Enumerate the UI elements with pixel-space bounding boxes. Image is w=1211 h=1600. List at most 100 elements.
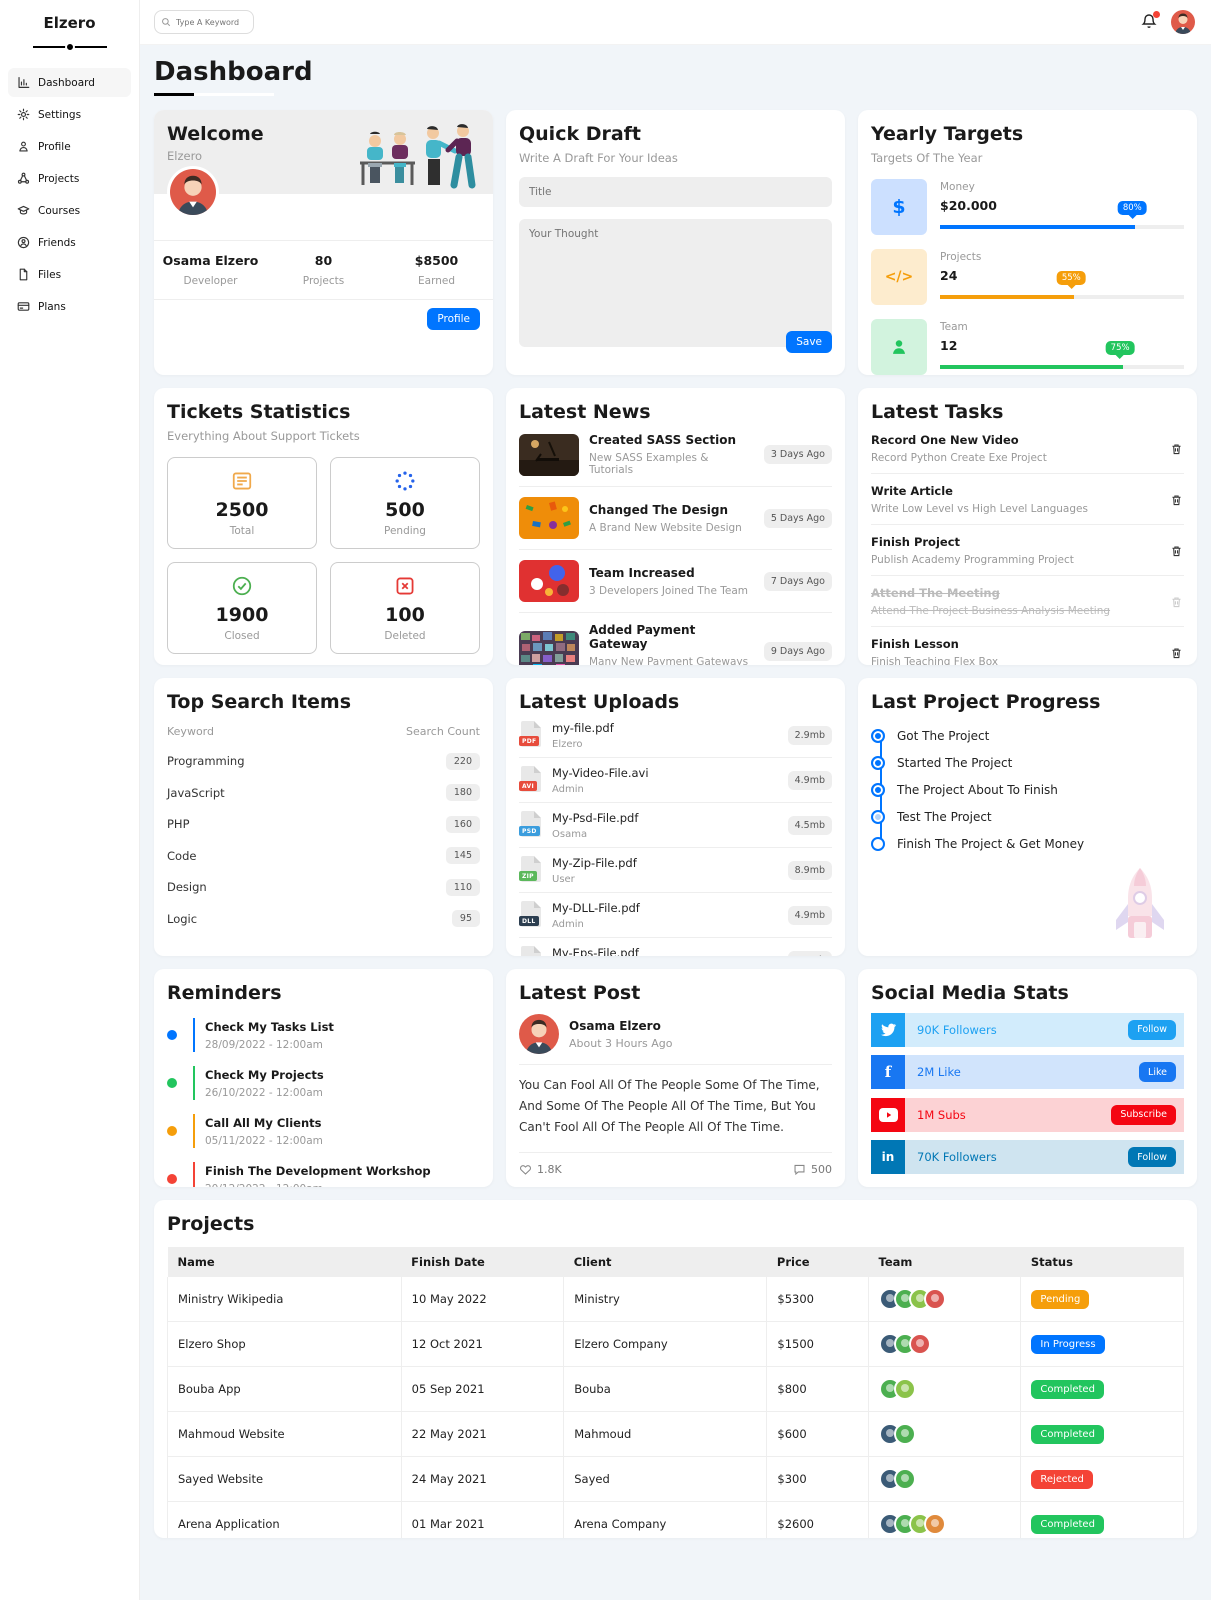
- sidebar-item-settings[interactable]: Settings: [8, 100, 131, 129]
- dollar-icon: $: [871, 179, 927, 235]
- like-button[interactable]: Like: [1139, 1062, 1176, 1082]
- list-icon: [173, 469, 311, 493]
- rocket-illustration: [1116, 868, 1164, 938]
- file-name: My-Video-File.avi: [552, 765, 649, 780]
- price: $2600: [766, 1501, 869, 1538]
- sidebar-item-label: Dashboard: [38, 76, 95, 89]
- status-badge: In Progress: [1031, 1334, 1105, 1354]
- file-owner: Osama: [552, 828, 588, 840]
- topbar-avatar[interactable]: [1171, 10, 1195, 34]
- search-count: 220: [445, 752, 480, 770]
- sidebar-item-label: Courses: [38, 204, 81, 217]
- target-label: Team: [940, 321, 968, 333]
- file-icon: [17, 268, 30, 281]
- trash-icon[interactable]: [1170, 645, 1184, 659]
- step-dot-done: [871, 783, 885, 797]
- task-title: Record One New Video: [871, 432, 1019, 447]
- news-item: Created SASS Section New SASS Examples &…: [519, 423, 832, 487]
- ticket-label: Total: [229, 525, 255, 537]
- file-size-badge: 8.9mb: [787, 860, 832, 880]
- news-subtitle: A Brand New Website Design: [589, 521, 742, 534]
- ticket-value: 2500: [215, 499, 269, 521]
- reminder-title: Call All My Clients: [205, 1115, 322, 1130]
- search-box: [154, 10, 254, 35]
- step-dot-done: [871, 729, 885, 743]
- save-button[interactable]: Save: [786, 331, 832, 353]
- user-icon: [17, 140, 30, 153]
- sidebar-item-projects[interactable]: Projects: [8, 164, 131, 193]
- social-stat: 2M Like: [917, 1065, 961, 1079]
- social-stat: 90K Followers: [917, 1022, 997, 1037]
- client: Mahmoud: [563, 1411, 768, 1457]
- file-name: My-Eps-File.pdf: [552, 945, 639, 957]
- sidebar-item-plans[interactable]: Plans: [8, 292, 131, 321]
- notification-bell-icon[interactable]: [1141, 11, 1160, 31]
- upload-item: ZIP My-Zip-File.pdf User 8.9mb: [519, 848, 832, 893]
- file-type-icon: DLL: [519, 901, 543, 929]
- follow-button[interactable]: Follow: [1128, 1147, 1176, 1167]
- search-input[interactable]: [154, 10, 254, 35]
- project-name: Elzero Shop: [167, 1321, 402, 1367]
- news-time-badge: 5 Days Ago: [763, 508, 832, 528]
- card-title: Yearly Targets: [871, 123, 1024, 145]
- sidebar-item-files[interactable]: Files: [8, 260, 131, 289]
- welcome-avatar: [167, 166, 219, 218]
- client: Bouba: [563, 1366, 768, 1412]
- logo-divider: [32, 42, 107, 52]
- sidebar-item-courses[interactable]: Courses: [8, 196, 131, 225]
- ticket-pending: 500 Pending: [330, 457, 480, 549]
- x-square-icon: [336, 574, 474, 598]
- sidebar-nav: Dashboard Settings Profile Projects Cour…: [0, 68, 139, 321]
- user-name: Osama Elzero: [162, 253, 259, 268]
- check-circle-icon: [173, 574, 311, 598]
- task-item-done: Attend The Meeting Attend The Project Bus…: [871, 576, 1184, 627]
- trash-icon[interactable]: [1170, 594, 1184, 608]
- trash-icon[interactable]: [1170, 543, 1184, 557]
- client: Ministry: [563, 1277, 768, 1322]
- card-title: Projects: [167, 1213, 255, 1235]
- step-label: Got The Project: [897, 729, 990, 743]
- social-row-linkedin: in 70K Followers Follow: [871, 1140, 1184, 1174]
- search-count: 180: [445, 784, 480, 801]
- projects-count: 80: [314, 253, 333, 268]
- person-icon: [871, 319, 927, 375]
- price: $5300: [766, 1277, 869, 1322]
- news-subtitle: Many New Payment Gateways Added: [589, 656, 749, 665]
- sidebar-item-profile[interactable]: Profile: [8, 132, 131, 161]
- search-icon: [162, 17, 171, 26]
- reminder-item: Check My Tasks List 28/09/2022 - 12:00am: [167, 1018, 480, 1052]
- step-label: The Project About To Finish: [897, 783, 1058, 797]
- follow-button[interactable]: Follow: [1128, 1019, 1176, 1040]
- task-item: Finish Lesson Finish Teaching Flex Box: [871, 627, 1184, 665]
- column-header: Status: [1020, 1247, 1184, 1277]
- subscribe-button[interactable]: Subscribe: [1111, 1104, 1176, 1125]
- task-item: Record One New Video Record Python Create…: [871, 423, 1184, 474]
- step-label: Test The Project: [897, 810, 992, 824]
- facebook-icon: f: [871, 1055, 905, 1089]
- finish-date: 01 Mar 2021: [400, 1501, 565, 1538]
- reminder-item: Finish The Development Workshop 20/12/202…: [167, 1162, 480, 1187]
- profile-button[interactable]: Profile: [427, 308, 480, 330]
- status-badge: Completed: [1031, 1379, 1104, 1399]
- draft-thought-textarea[interactable]: [519, 219, 832, 347]
- ticket-total: 2500 Total: [167, 457, 317, 549]
- card-subtitle: Write A Draft For Your Ideas: [519, 151, 678, 165]
- sidebar-item-friends[interactable]: Friends: [8, 228, 131, 257]
- ticket-label: Closed: [224, 630, 260, 642]
- target-money: $ Money $20.000 80%: [871, 179, 1184, 235]
- team-avatars: [879, 1468, 1010, 1490]
- reminder-date: 05/11/2022 - 12:00am: [205, 1134, 323, 1147]
- twitter-icon: [871, 1012, 905, 1047]
- ticket-deleted: 100 Deleted: [330, 562, 480, 654]
- progress-badge: 75%: [1105, 341, 1135, 355]
- card-title: Welcome: [167, 123, 264, 145]
- trash-icon[interactable]: [1170, 492, 1184, 506]
- draft-title-input[interactable]: [519, 177, 832, 207]
- code-icon: </>: [871, 249, 927, 305]
- trash-icon[interactable]: [1170, 441, 1184, 455]
- client: Sayed: [563, 1456, 768, 1502]
- file-size-badge: 4.9mb: [787, 905, 832, 925]
- column-header: Name: [167, 1247, 402, 1277]
- sidebar-item-dashboard[interactable]: Dashboard: [8, 68, 131, 97]
- reminder-bar: [193, 1162, 195, 1187]
